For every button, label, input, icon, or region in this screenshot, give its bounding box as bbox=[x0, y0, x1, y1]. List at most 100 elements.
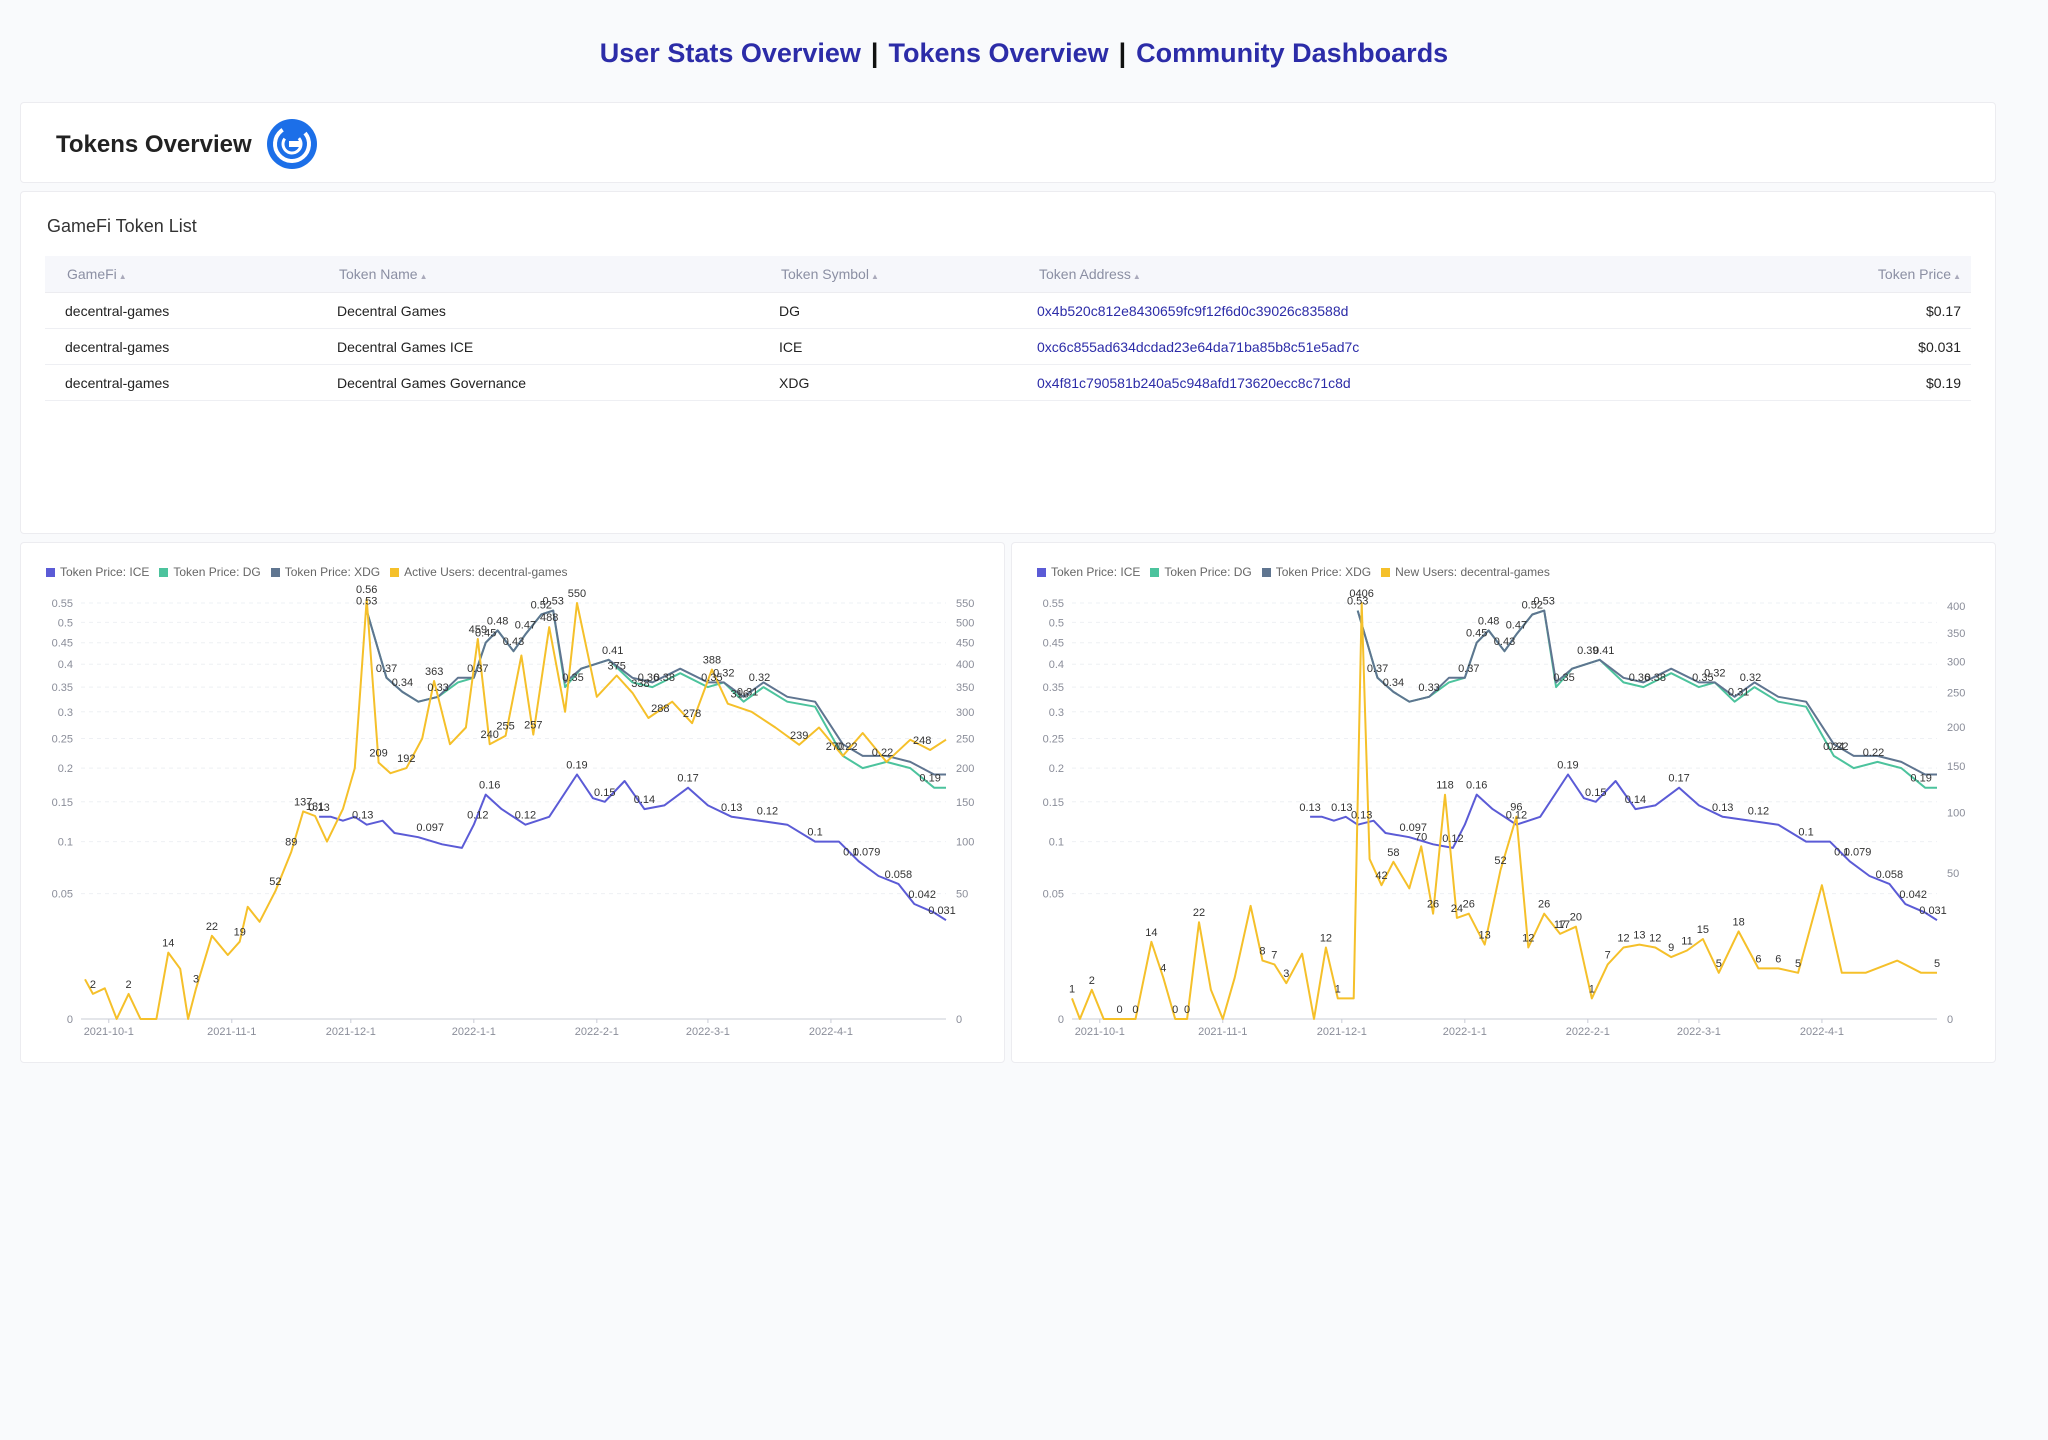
data-label: 0.35 bbox=[1553, 672, 1574, 684]
cell-token-name: Decentral Games ICE bbox=[317, 328, 759, 365]
legend-swatch bbox=[1037, 567, 1046, 577]
data-label: 8 bbox=[1259, 946, 1265, 958]
data-label: 0.39 bbox=[1577, 645, 1598, 657]
data-label: 0.1 bbox=[1798, 827, 1813, 839]
data-label: 0.31 bbox=[737, 687, 758, 699]
data-label: 0.16 bbox=[1466, 780, 1487, 792]
legend-swatch bbox=[159, 567, 169, 577]
legend-item-ice[interactable]: Token Price: ICE bbox=[46, 565, 149, 579]
x-tick-label: 2022-4-1 bbox=[1800, 1026, 1844, 1038]
column-header-token-price[interactable]: Token Price ▲ bbox=[1730, 256, 1971, 293]
y-tick-label-right: 200 bbox=[1947, 722, 1965, 734]
y-tick-label-left: 0.35 bbox=[52, 682, 73, 694]
data-label: 0.14 bbox=[634, 794, 655, 806]
data-label: 0 bbox=[1132, 1004, 1138, 1016]
data-label: 248 bbox=[913, 735, 931, 747]
data-label: 24 bbox=[1451, 903, 1463, 915]
x-tick-label: 2022-3-1 bbox=[686, 1026, 730, 1038]
legend-item-new-users[interactable]: New Users: decentral-games bbox=[1381, 565, 1550, 579]
legend-item-active-users[interactable]: Active Users: decentral-games bbox=[390, 565, 568, 579]
data-label: 0.1 bbox=[1834, 846, 1849, 858]
cell-token-address-link[interactable]: 0x4b520c812e8430659fc9f12f6d0c39026c8358… bbox=[1017, 292, 1731, 329]
chart-card-active-users: Token Price: ICE Token Price: DG Token P… bbox=[20, 542, 1005, 1063]
legend-item-xdg[interactable]: Token Price: XDG bbox=[1261, 565, 1371, 579]
nav-link-tokens-overview[interactable]: Tokens Overview bbox=[888, 38, 1109, 68]
data-label: 0.34 bbox=[392, 677, 413, 689]
column-header-gamefi[interactable]: GameFi ▲ bbox=[45, 256, 317, 293]
data-label: 0.13 bbox=[308, 802, 329, 814]
y-tick-label-right: 0 bbox=[956, 1014, 962, 1026]
data-label: 278 bbox=[683, 708, 701, 720]
data-label: 0.14 bbox=[1625, 794, 1646, 806]
data-label: 22 bbox=[1193, 907, 1205, 919]
data-label: 58 bbox=[1387, 847, 1399, 859]
dg-price-line[interactable] bbox=[365, 609, 946, 789]
y-tick-label-left: 0.5 bbox=[1049, 617, 1064, 629]
column-header-token-symbol[interactable]: Token Symbol ▲ bbox=[759, 256, 1017, 293]
data-label: 0.058 bbox=[1876, 869, 1904, 881]
x-tick-label: 2021-11-1 bbox=[1198, 1026, 1247, 1038]
y-tick-label-right: 550 bbox=[956, 598, 974, 610]
data-label: 5 bbox=[1716, 958, 1722, 970]
sort-icon[interactable]: ▲ bbox=[1953, 272, 1961, 281]
data-label: 5 bbox=[1934, 958, 1940, 970]
data-label: 0.097 bbox=[416, 822, 444, 834]
nav-link-user-stats[interactable]: User Stats Overview bbox=[599, 38, 861, 68]
sort-icon[interactable]: ▲ bbox=[419, 272, 428, 281]
data-label: 0.19 bbox=[1557, 759, 1578, 771]
x-tick-label: 2021-12-1 bbox=[1317, 1026, 1367, 1038]
sort-icon[interactable]: ▲ bbox=[870, 272, 879, 281]
x-tick-label: 2022-4-1 bbox=[809, 1026, 853, 1038]
data-label: 0.1 bbox=[807, 827, 822, 839]
data-label: 0.17 bbox=[677, 773, 698, 785]
data-label: 0.12 bbox=[1506, 810, 1527, 822]
column-header-token-address[interactable]: Token Address ▲ bbox=[1017, 256, 1731, 293]
ice-price-line[interactable] bbox=[1310, 773, 1938, 922]
cell-token-price: $0.17 bbox=[1730, 292, 1971, 329]
legend-item-dg[interactable]: Token Price: DG bbox=[159, 565, 261, 579]
data-label: 0.35 bbox=[562, 672, 583, 684]
data-label: 0.13 bbox=[1351, 810, 1372, 822]
y-tick-label-right: 350 bbox=[1947, 628, 1965, 640]
data-label: 5 bbox=[1795, 958, 1801, 970]
y-tick-label-right: 100 bbox=[1947, 808, 1965, 820]
sort-icon[interactable]: ▲ bbox=[1132, 272, 1141, 281]
legend-swatch bbox=[270, 567, 280, 577]
users-line[interactable] bbox=[1071, 602, 1937, 1020]
ice-price-line[interactable] bbox=[319, 773, 947, 922]
data-label: 0 bbox=[1117, 1004, 1123, 1016]
legend-swatch bbox=[1150, 567, 1160, 577]
y-tick-label-right: 400 bbox=[956, 659, 974, 671]
legend-item-xdg[interactable]: Token Price: XDG bbox=[270, 565, 380, 579]
users-line[interactable] bbox=[84, 598, 947, 1020]
data-label: 13 bbox=[1479, 930, 1491, 942]
data-label: 7 bbox=[1271, 949, 1277, 961]
dg-price-line[interactable] bbox=[1356, 609, 1937, 789]
y-tick-label-right: 500 bbox=[956, 617, 974, 629]
y-tick-label-left: 0.3 bbox=[1049, 707, 1064, 719]
data-label: 12 bbox=[1522, 932, 1534, 944]
sort-icon[interactable]: ▲ bbox=[118, 272, 127, 281]
legend-item-ice[interactable]: Token Price: ICE bbox=[1037, 565, 1140, 579]
column-header-token-name[interactable]: Token Name ▲ bbox=[317, 256, 759, 293]
y-tick-label-left: 0.45 bbox=[1043, 638, 1064, 650]
token-list-card: GameFi Token List GameFi ▲ Token Name ▲ To… bbox=[20, 191, 1996, 534]
data-label: 14 bbox=[1145, 927, 1157, 939]
data-label: 363 bbox=[425, 666, 443, 678]
data-label: 0.079 bbox=[1844, 846, 1872, 858]
legend-item-dg[interactable]: Token Price: DG bbox=[1150, 565, 1252, 579]
legend-swatch bbox=[46, 567, 55, 577]
nav-link-community-dashboards[interactable]: Community Dashboards bbox=[1136, 38, 1449, 68]
cell-token-address-link[interactable]: 0xc6c855ad634dcdad23e64da71ba85b8c51e5ad… bbox=[1017, 328, 1731, 365]
data-label: 0.35 bbox=[1692, 672, 1713, 684]
chart-legend: Token Price: ICE Token Price: DG Token P… bbox=[1037, 565, 1550, 579]
cell-token-name: Decentral Games Governance bbox=[317, 364, 759, 401]
xdg-price-line[interactable] bbox=[365, 609, 946, 776]
cell-token-symbol: XDG bbox=[759, 364, 1017, 401]
cell-token-address-link[interactable]: 0x4f81c790581b240a5c948afd173620ecc8c71c… bbox=[1017, 364, 1731, 401]
data-label: 6 bbox=[1755, 953, 1761, 965]
data-label: 42 bbox=[1375, 870, 1387, 882]
xdg-price-line[interactable] bbox=[1356, 609, 1937, 776]
table-row: decentral-games Decentral Games Governan… bbox=[45, 364, 1971, 401]
data-label: 459 bbox=[469, 624, 487, 636]
